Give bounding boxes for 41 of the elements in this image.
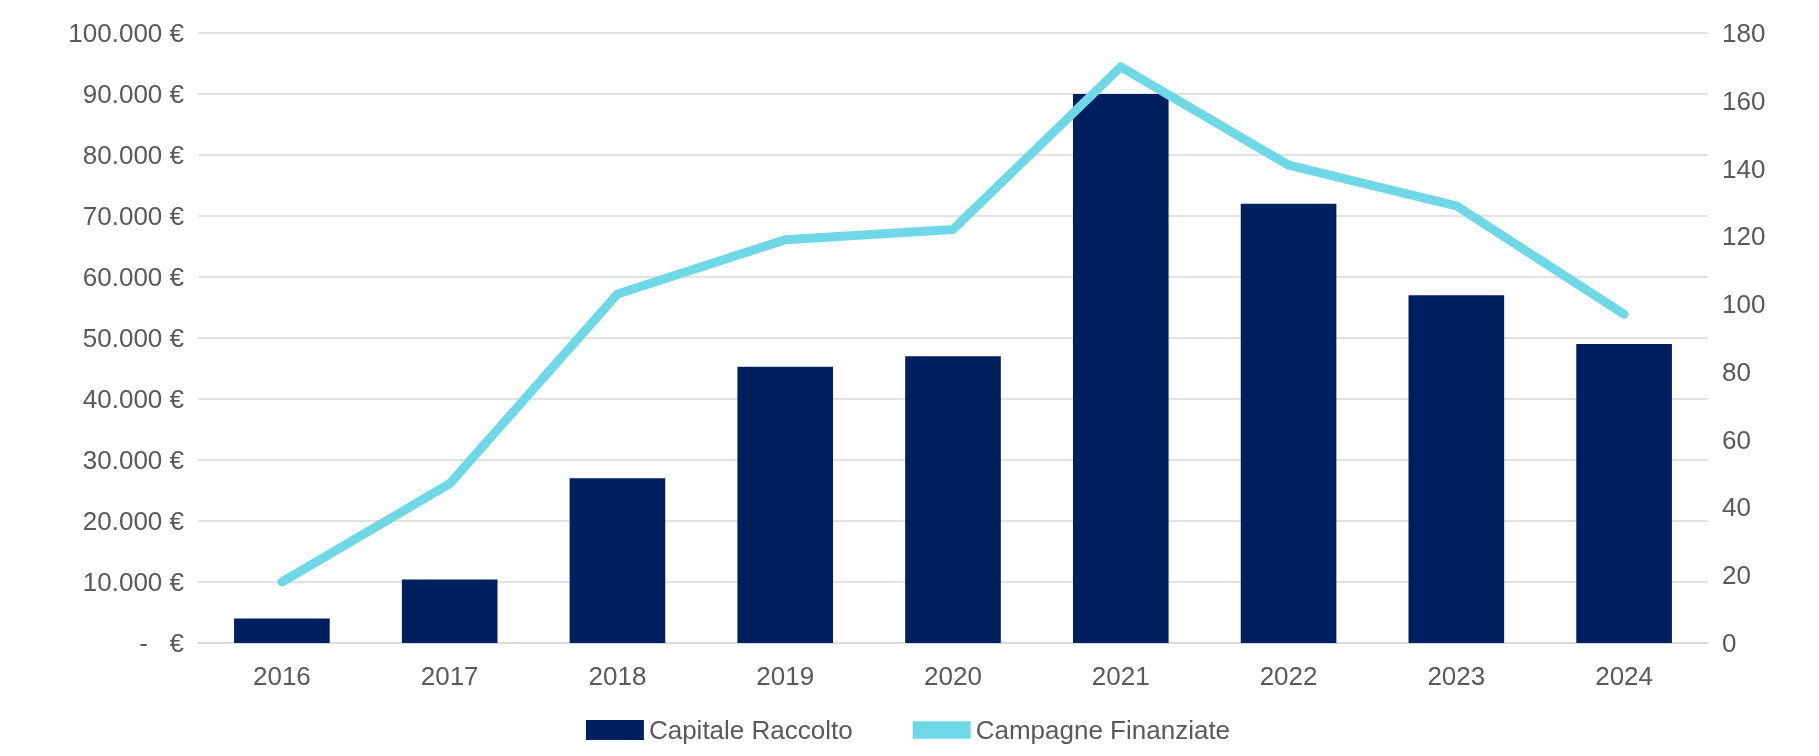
- bar: [569, 478, 666, 643]
- bar: [401, 579, 498, 643]
- legend-label: Capitale Raccolto: [648, 715, 853, 745]
- y-tick-label: 100.000 €: [68, 18, 185, 48]
- y-tick-label: 30.000 €: [82, 445, 185, 475]
- y2-tick-label: 100: [1722, 289, 1766, 320]
- x-tick-label: 2023: [1427, 661, 1486, 691]
- bar: [1576, 344, 1672, 643]
- y2-tick-label: 80: [1722, 356, 1751, 387]
- bar: [234, 618, 330, 643]
- y-tick-label: 10.000 €: [82, 567, 185, 597]
- bar: [905, 356, 1001, 643]
- x-tick-label: 2018: [588, 661, 647, 691]
- bar: [1408, 295, 1505, 643]
- y2-tick-label: 40: [1722, 492, 1751, 523]
- bar: [1072, 94, 1169, 643]
- y-tick-label: 90.000 €: [82, 79, 185, 109]
- y2-tick-label: 180: [1722, 18, 1766, 48]
- x-tick-label: 2017: [420, 661, 479, 691]
- y-tick-label: 20.000 €: [82, 506, 185, 536]
- legend-label: Campagne Finanziate: [975, 715, 1231, 745]
- y2-tick-label: 20: [1722, 560, 1751, 591]
- y-tick-label: 80.000 €: [82, 140, 185, 170]
- y2-tick-label: 60: [1722, 424, 1751, 455]
- x-tick-label: 2020: [924, 661, 982, 691]
- y2-tick-label: 120: [1722, 221, 1766, 252]
- x-tick-label: 2019: [756, 661, 815, 691]
- y2-tick-label: 140: [1722, 153, 1766, 184]
- x-tick-label: 2022: [1259, 661, 1318, 691]
- bar: [737, 366, 834, 643]
- x-tick-label: 2016: [252, 661, 311, 691]
- y-tick-label: 60.000 €: [82, 262, 185, 292]
- y2-tick-label: 160: [1722, 85, 1766, 116]
- bar: [1240, 203, 1337, 643]
- y-tick-label: - €: [139, 628, 185, 658]
- x-tick-label: 2024: [1595, 661, 1654, 691]
- y-tick-label: 70.000 €: [82, 201, 185, 231]
- x-tick-label: 2021: [1091, 661, 1150, 691]
- y2-tick-label: 0: [1722, 628, 1737, 658]
- y-tick-label: 50.000 €: [82, 323, 185, 353]
- y-tick-label: 40.000 €: [82, 384, 185, 414]
